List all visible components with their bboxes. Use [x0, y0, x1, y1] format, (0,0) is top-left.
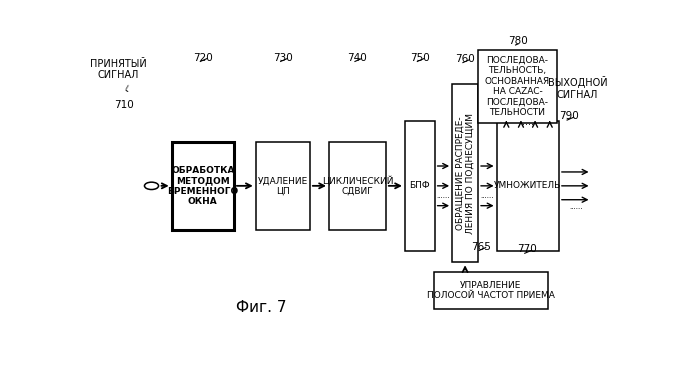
Text: ....: ....: [522, 117, 534, 127]
Bar: [329, 142, 386, 230]
Text: 740: 740: [347, 53, 367, 63]
Text: ......: ......: [437, 193, 450, 199]
Bar: [405, 121, 435, 251]
Bar: [256, 142, 310, 230]
Text: 710: 710: [114, 100, 134, 110]
Text: ПОСЛЕДОВА-
ТЕЛЬНОСТЬ,
ОСНОВАННАЯ
НА CAZAC-
ПОСЛЕДОВА-
ТЕЛЬНОСТИ: ПОСЛЕДОВА- ТЕЛЬНОСТЬ, ОСНОВАННАЯ НА CAZA…: [485, 56, 550, 117]
Text: ВЫХОДНОЙ
СИГНАЛ: ВЫХОДНОЙ СИГНАЛ: [547, 77, 607, 100]
Text: 760: 760: [455, 54, 475, 64]
Text: ......: ......: [481, 193, 494, 199]
Text: УПРАВЛЕНИЕ
ПОЛОСОЙ ЧАСТОТ ПРИЕМА: УПРАВЛЕНИЕ ПОЛОСОЙ ЧАСТОТ ПРИЕМА: [426, 281, 554, 300]
Text: ПРИНЯТЫЙ
СИГНАЛ: ПРИНЯТЫЙ СИГНАЛ: [90, 59, 146, 80]
Bar: [172, 142, 234, 230]
Bar: [478, 50, 556, 123]
Text: 765: 765: [471, 242, 491, 252]
Text: ОБРАБОТКА
МЕТОДОМ
ВРЕМЕННОГО
ОКНА: ОБРАБОТКА МЕТОДОМ ВРЕМЕННОГО ОКНА: [167, 166, 239, 206]
Text: 720: 720: [193, 53, 212, 63]
Text: 790: 790: [559, 111, 579, 121]
Text: ЦИКЛИЧЕСКИЙ
СДВИГ: ЦИКЛИЧЕСКИЙ СДВИГ: [321, 176, 393, 196]
Text: БПФ: БПФ: [410, 181, 430, 190]
Bar: [496, 121, 559, 251]
Text: 730: 730: [273, 53, 293, 63]
Text: УДАЛЕНИЕ
ЦП: УДАЛЕНИЕ ЦП: [258, 176, 308, 195]
Text: Фиг. 7: Фиг. 7: [236, 300, 286, 315]
Bar: [433, 272, 547, 309]
Text: ......: ......: [570, 204, 583, 210]
Text: 750: 750: [410, 53, 429, 63]
Bar: [452, 84, 478, 262]
Text: ОБРАЩЕНИЕ РАСПРЕДЕ-
ЛЕНИЯ ПО ПОДНЕСУЩИМ: ОБРАЩЕНИЕ РАСПРЕДЕ- ЛЕНИЯ ПО ПОДНЕСУЩИМ: [456, 113, 475, 234]
Text: УМНОЖИТЕЛЬ: УМНОЖИТЕЛЬ: [494, 181, 561, 190]
Text: ╰: ╰: [119, 86, 129, 97]
Text: 770: 770: [517, 244, 537, 254]
Text: 780: 780: [508, 36, 528, 46]
